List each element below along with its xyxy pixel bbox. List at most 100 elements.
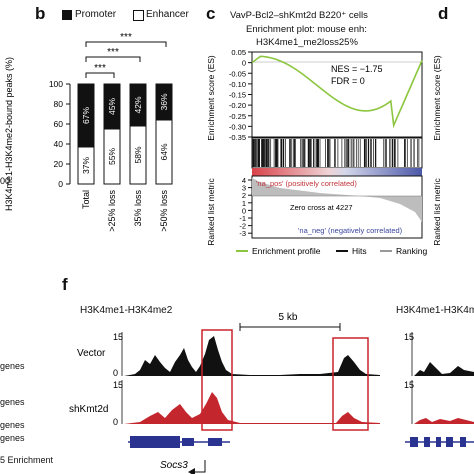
track-title: H3K4me1-H3K4me2 (80, 305, 173, 316)
track-shkmt2d-max: 15 (113, 380, 123, 390)
sig-label-1: *** (94, 63, 106, 74)
x-category-label: Total (81, 190, 91, 209)
bar-promoter (155, 83, 173, 121)
right-shkmt2d-signal (414, 418, 474, 424)
left-cut-3: genes (0, 420, 25, 430)
gene-exon-3 (208, 438, 222, 446)
nes-text: NES = −1.75 (331, 64, 383, 74)
track-vector-max: 15 (113, 332, 123, 342)
vector-signal (124, 336, 380, 376)
sig-bracket-3 (85, 41, 167, 47)
bar-promoter (103, 83, 121, 130)
gsea-title-set: H3K4me1_me2loss25% (256, 37, 358, 48)
es-tick-label: -0.15 (229, 91, 246, 100)
hits-frame (251, 137, 423, 169)
promoter-pct-label: 36% (159, 93, 169, 110)
x-category-label: >50% loss (159, 190, 169, 232)
rank-tick-label: 0 (242, 206, 246, 215)
right-vector-signal (414, 362, 474, 376)
rank-metric-area (252, 178, 422, 222)
rank-tick-label: 1 (242, 199, 246, 208)
enhancer-pct-label: 55% (107, 148, 117, 165)
left-cut-1: genes (0, 361, 25, 371)
es-axis-label: Enrichment score (ES) (206, 55, 216, 141)
left-cut-text: 00 (0, 176, 10, 186)
rank-tick-label: -3 (239, 229, 246, 238)
right-track-max-1: 15 (404, 332, 414, 342)
track-vector-label: Vector (77, 348, 106, 359)
es-tick-label: -0.05 (229, 69, 246, 78)
rank-color-bar (252, 168, 422, 176)
fdr-text: FDR = 0 (331, 76, 365, 86)
right-track-max-2: 15 (404, 380, 414, 390)
panel-b-chart: *** *** *** 100 80 60 40 20 0 37% 67% 55% 45% 58%… (0, 32, 173, 232)
promoter-pct-label: 45% (107, 98, 117, 115)
panel-c-chart: Enrichment score (ES) 0.050-0.05-0.10-0.… (206, 50, 430, 256)
legend-hits: Hits (352, 246, 367, 256)
panel-d-es-label: Enrichment score (ES) (432, 55, 442, 141)
left-cut-2: genes (0, 397, 25, 407)
legend-promoter-swatch (62, 10, 72, 20)
legend-promoter: Promoter (75, 9, 117, 20)
sig-bracket-1 (85, 72, 115, 78)
left-cut-4: genes (0, 433, 25, 443)
es-plot-frame (251, 51, 423, 138)
rank-tick-label: 4 (242, 176, 246, 185)
track-shkmt2d-min: 0 (113, 417, 118, 427)
bar-promoter (129, 83, 147, 127)
legend-enhancer-swatch (133, 10, 144, 21)
x-category-label: >25% loss (107, 190, 117, 232)
enhancer-pct-label: 37% (81, 157, 91, 174)
left-cut-5: 5 Enrichment (0, 455, 54, 465)
panel-d-partial: Enrichment score (ES) Ranked list metric (432, 55, 442, 246)
legend-rank: Ranking metric (396, 246, 430, 256)
panel-b-label: b (35, 4, 46, 23)
track-shkmt2d-label: shKmt2d (69, 404, 108, 415)
es-tick-label: -0.35 (229, 133, 246, 142)
gene-label: Socs3 (160, 460, 188, 471)
x-category-label: 35% loss (133, 190, 143, 227)
panel-f-tracks: 5 kb Vector 15 0 shKmt2d 15 0 Socs3 15 1… (69, 312, 474, 474)
bar-promoter (77, 83, 95, 148)
panel-c-label: c (206, 4, 216, 23)
legend-enhancer: Enhancer (146, 9, 189, 20)
panel-f-label: f (62, 275, 68, 294)
y-tick-label: 60 (54, 119, 64, 129)
rank-tick-label: 3 (242, 184, 246, 193)
panel-d-label: d (438, 4, 449, 23)
y-tick-label: 20 (54, 159, 64, 169)
highlight-box-2 (332, 337, 369, 431)
y-tick-label: 80 (54, 99, 64, 109)
es-tick-label: -0.30 (229, 122, 246, 131)
promoter-pct-label: 67% (81, 107, 91, 124)
scale-label: 5 kb (279, 312, 298, 323)
tss-arrow (195, 460, 206, 473)
sig-bracket-2 (85, 56, 141, 62)
y-axis-label: H3K4me1-H3K4me2-bound peaks (%) (4, 57, 14, 211)
rank-tick-label: 2 (242, 191, 246, 200)
es-curve (251, 55, 423, 129)
rank-tick-label: -2 (239, 222, 246, 231)
enhancer-pct-label: 58% (133, 146, 143, 163)
gsea-title-plot: Enrichment plot: mouse enh: (246, 24, 367, 35)
y-tick-label: 0 (58, 179, 63, 189)
es-tick-label: 0 (242, 59, 246, 68)
rank-tick-label: -1 (239, 214, 246, 223)
highlight-box-1 (201, 329, 233, 431)
sig-label-2: *** (107, 47, 119, 58)
legend-es: Enrichment profile (252, 246, 321, 256)
promoter-pct-label: 42% (133, 96, 143, 113)
panel-d-rank-label: Ranked list metric (432, 177, 442, 245)
rank-axis-label: Ranked list metric (206, 177, 216, 245)
y-tick-label: 40 (54, 139, 64, 149)
es-tick-label: -0.25 (229, 112, 246, 121)
y-tick-label: 100 (49, 79, 63, 89)
es-tick-label: -0.10 (229, 80, 246, 89)
shkmt2d-signal (124, 392, 380, 424)
zero-cross-label: Zero cross at 4227 (290, 203, 353, 212)
neg-label: 'na_neg' (negatively correlated) (298, 226, 403, 235)
es-tick-label: 0.05 (231, 50, 246, 57)
gene-exon-1 (130, 436, 180, 448)
gsea-title-cells: VavP-Bcl2–shKmt2d B220⁺ cells (230, 10, 368, 21)
enhancer-pct-label: 64% (159, 143, 169, 160)
